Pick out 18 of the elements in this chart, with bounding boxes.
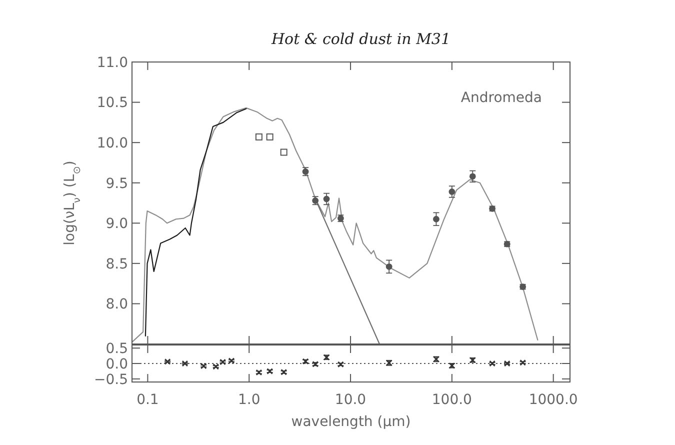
x-tick-label: 100.0 — [432, 392, 472, 408]
y-tick-label: 9.0 — [106, 216, 128, 232]
y-tick-label: 9.5 — [106, 176, 128, 192]
y-tick-label: 10.5 — [96, 95, 128, 112]
x-tick-label: 10.0 — [334, 392, 366, 408]
y-tick-label: 8.0 — [106, 296, 128, 313]
y-tick-label: −0.5 — [94, 372, 128, 388]
y-tick-label: 11.0 — [96, 54, 128, 71]
x-axis-title: wavelength (μm) — [291, 414, 411, 430]
y-tick-label: 0.0 — [106, 356, 128, 372]
x-tick-label: 1000.0 — [528, 392, 578, 408]
y-tick-label: 0.5 — [106, 340, 128, 357]
x-tick-label: 0.1 — [136, 392, 159, 408]
annotation: Andromeda — [460, 90, 542, 106]
chart-title: Hot & cold dust in M31 — [270, 30, 451, 48]
y-tick-label: 8.5 — [106, 256, 128, 272]
x-tick-label: 1.0 — [238, 392, 260, 408]
y-tick-label: 10.0 — [96, 135, 128, 152]
